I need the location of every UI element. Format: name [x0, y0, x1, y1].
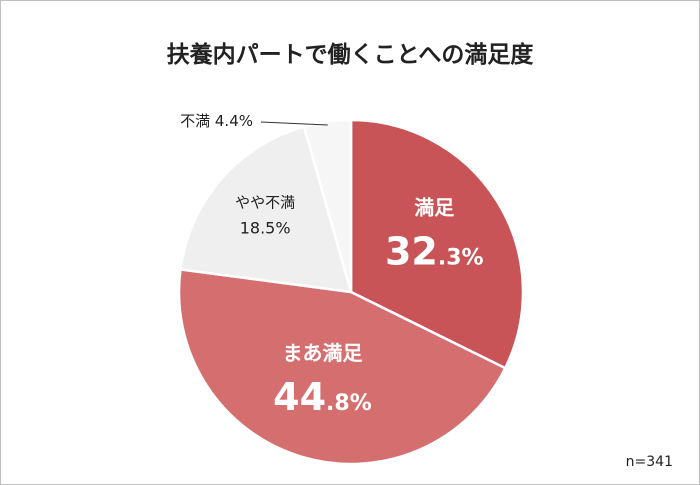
leader-line-4: [260, 121, 328, 126]
sample-size-note: n=341: [625, 454, 673, 470]
pie-slice-4: [302, 118, 353, 293]
pie-slice-3: [179, 124, 353, 294]
slice-label-4: 不満 4.4%: [180, 112, 253, 130]
slice-label-1: 満足: [414, 195, 455, 219]
slice-value-1: 32.3%: [385, 229, 484, 273]
slice-label-3: やや不満: [235, 194, 295, 212]
slice-value-2: 44.8%: [273, 375, 372, 419]
chart-title: 扶養内パートで働くことへの満足度: [166, 42, 534, 68]
pie-slice-1: [349, 118, 525, 370]
slice-label-2: まあ満足: [282, 341, 363, 365]
pie-slice-2: [177, 267, 507, 466]
slice-value-3: 18.5%: [240, 219, 291, 238]
